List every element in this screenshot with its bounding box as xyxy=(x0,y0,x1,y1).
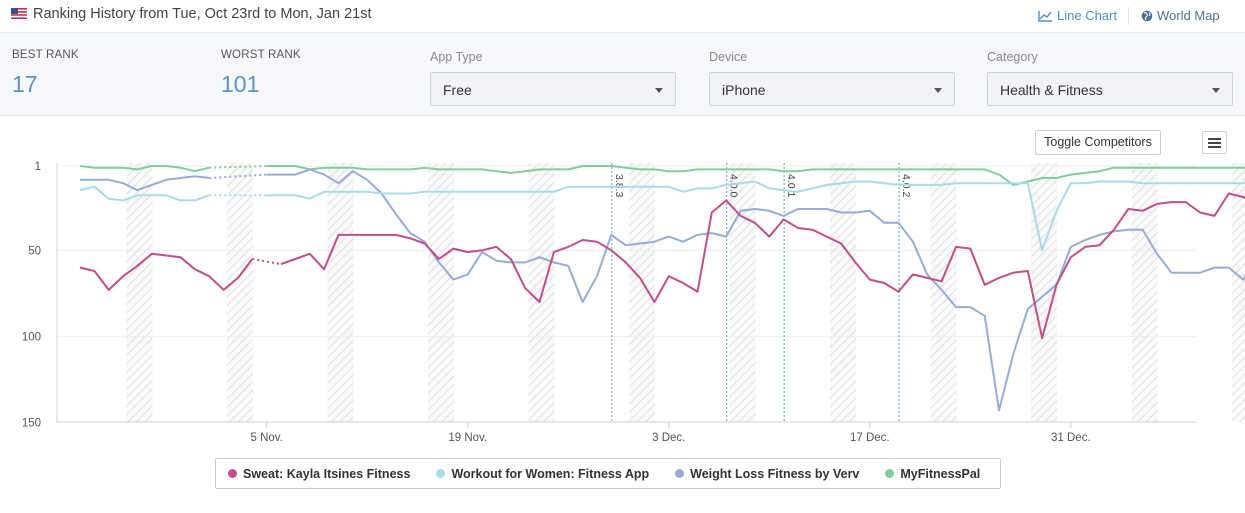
header-bar: Ranking History from Tue, Oct 23rd to Mo… xyxy=(0,0,1245,33)
legend-item[interactable]: Workout for Women: Fitness App xyxy=(436,467,649,481)
toggle-competitors-button[interactable]: Toggle Competitors xyxy=(1035,130,1161,155)
legend-dot-icon xyxy=(885,469,895,478)
best-rank-value: 17 xyxy=(12,71,38,97)
world-map-button[interactable]: World Map xyxy=(1141,8,1220,23)
category-select[interactable]: Health & Fitness xyxy=(987,72,1233,106)
weekend-band xyxy=(629,163,656,422)
legend-label: Sweat: Kayla Itsines Fitness xyxy=(243,466,411,481)
world-map-label: World Map xyxy=(1157,8,1220,23)
hamburger-line xyxy=(1208,146,1221,148)
series-line[interactable] xyxy=(79,180,1245,252)
legend-label: Weight Loss Fitness by Verv xyxy=(690,466,860,481)
chart-menu-button[interactable] xyxy=(1202,131,1227,154)
weekend-band xyxy=(830,163,857,422)
line-chart-icon xyxy=(1038,10,1052,22)
weekend-band xyxy=(1031,163,1058,422)
legend-item[interactable]: MyFitnessPal xyxy=(885,467,980,481)
weekend-band xyxy=(1131,163,1158,422)
weekend-band xyxy=(428,163,454,422)
legend-label: MyFitnessPal xyxy=(900,466,981,481)
hamburger-menu-icon xyxy=(1208,138,1221,140)
device-select[interactable]: iPhone xyxy=(709,72,955,106)
app-type-label: App Type xyxy=(430,50,483,64)
device-value: iPhone xyxy=(722,82,766,98)
legend-dot-icon xyxy=(675,469,685,478)
app-type-select[interactable]: Free xyxy=(430,72,676,106)
x-tick-label: 31 Dec. xyxy=(1051,432,1091,444)
legend-label: Workout for Women: Fitness App xyxy=(451,466,650,481)
category-label: Category xyxy=(987,50,1038,64)
series-line[interactable] xyxy=(79,165,1245,186)
line-chart-button[interactable]: Line Chart xyxy=(1038,8,1117,23)
version-marker-label: 4.0.0 xyxy=(728,174,740,198)
us-flag-icon xyxy=(11,8,27,19)
series-gap-line xyxy=(252,257,282,266)
series-line[interactable] xyxy=(79,192,1245,340)
weekend-band xyxy=(126,163,153,422)
ranking-chart: 3.8.34.0.04.0.14.0.24.0.34.0.4 150100150… xyxy=(22,161,1245,444)
series-line[interactable] xyxy=(80,168,1245,412)
y-tick-label: 50 xyxy=(28,245,41,257)
caret-down-icon xyxy=(934,88,942,93)
hamburger-line xyxy=(1208,142,1221,144)
weekend-band xyxy=(226,163,253,422)
legend-item[interactable]: Sweat: Kayla Itsines Fitness xyxy=(228,467,410,481)
app-type-value: Free xyxy=(443,82,472,98)
caret-down-icon xyxy=(1212,88,1220,93)
x-tick-label: 3 Dec. xyxy=(652,432,685,444)
y-tick-label: 100 xyxy=(22,331,41,343)
legend-dot-icon xyxy=(228,469,237,478)
globe-icon xyxy=(1141,10,1153,21)
category-value: Health & Fitness xyxy=(1000,82,1103,98)
legend-dot-icon xyxy=(436,469,446,478)
worst-rank-label: WORST RANK xyxy=(221,49,301,61)
weekend-band xyxy=(1232,163,1245,422)
page-title: Ranking History from Tue, Oct 23rd to Mo… xyxy=(33,6,372,22)
best-rank-label: BEST RANK xyxy=(12,49,79,61)
x-tick-label: 19 Nov. xyxy=(448,432,487,444)
y-tick-label: 1 xyxy=(35,161,41,173)
legend-item[interactable]: Weight Loss Fitness by Verv xyxy=(675,467,859,481)
toolbar-divider xyxy=(1128,7,1129,25)
filter-bar: BEST RANK 17 WORST RANK 101 App Type Fre… xyxy=(0,33,1245,116)
weekend-band xyxy=(729,163,756,422)
version-marker-label: 4.0.1 xyxy=(785,174,797,198)
device-label: Device xyxy=(709,50,748,64)
caret-down-icon xyxy=(655,88,663,93)
x-tick-label: 17 Dec. xyxy=(850,432,890,444)
weekend-band xyxy=(327,163,354,422)
worst-rank-value: 101 xyxy=(221,71,260,97)
line-chart-label: Line Chart xyxy=(1057,8,1117,23)
chart-legend: Sweat: Kayla Itsines Fitness Workout for … xyxy=(215,458,1001,489)
y-tick-label: 150 xyxy=(22,417,41,429)
x-tick-label: 5 Nov. xyxy=(250,432,282,444)
